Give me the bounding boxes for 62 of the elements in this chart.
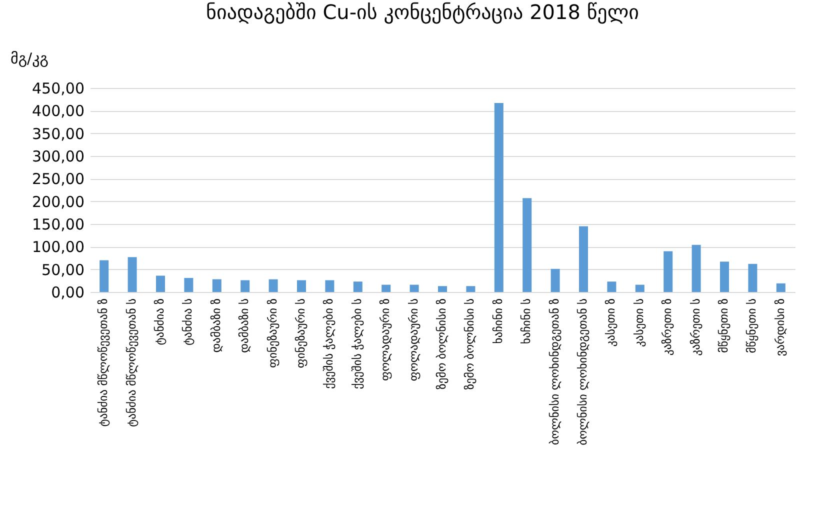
bar: [100, 260, 109, 292]
bar: [720, 262, 729, 292]
y-tick-label: 300,00: [32, 148, 84, 166]
bar: [382, 284, 391, 292]
bar: [522, 198, 532, 292]
y-tick-label: 0,00: [51, 284, 84, 302]
x-tick-label: დამბაზი ზ: [208, 298, 223, 353]
x-tick-label: კაზრეთი ზ: [660, 298, 674, 356]
y-tick-label: 150,00: [32, 216, 84, 234]
bar: [550, 268, 560, 292]
bar: [156, 276, 165, 292]
x-tick-label: ვარდისი ზ: [772, 298, 787, 356]
x-tick-label: ხაჩინი ს: [519, 298, 534, 344]
bar: [184, 278, 194, 292]
bar: [692, 244, 701, 292]
x-tick-label: ფოლადაური ზ: [378, 298, 392, 381]
bar: [494, 102, 504, 292]
y-tick-label: 450,00: [32, 80, 84, 98]
x-tick-label: ტანძია მწლოწევეთან ს: [124, 298, 138, 427]
x-tick-label: მწყნეთი ზ: [716, 298, 730, 353]
bar: [353, 282, 362, 292]
bar: [212, 279, 222, 292]
bar: [297, 280, 306, 292]
y-tick-label: 100,00: [32, 238, 84, 256]
bar: [748, 264, 758, 292]
bar: [607, 282, 616, 292]
y-tick-label: 200,00: [32, 192, 84, 211]
bar: [664, 251, 673, 292]
x-tick-label: ქვეშის ჭალები ს: [350, 298, 364, 390]
x-tick-label: ტანძია ზ: [152, 298, 166, 346]
x-tick-label: მწყნეთი ს: [744, 298, 759, 354]
x-tick-label: ფინეზაური ს: [294, 298, 308, 368]
x-tick-label: კასეთი ზ: [604, 298, 618, 347]
x-tick-label: კასეთი ს: [632, 298, 646, 347]
chart-title: ნიადაგებში Cu-ის კონცენტრაცია 2018 წელი: [206, 0, 639, 24]
x-tick-label: ხაჩინი ზ: [490, 298, 505, 344]
x-tick-label: ბოლნისი ლოხინდგეთან ს: [576, 298, 590, 446]
x-tick-label: ქვეშის ჭალები ზ: [322, 298, 336, 389]
bar: [325, 280, 334, 292]
x-tick-label: დამბაზი ს: [237, 298, 252, 353]
bar: [128, 257, 137, 292]
bar: [410, 284, 419, 292]
bar: [438, 286, 447, 292]
x-tick-label: ტანძია ს: [180, 298, 195, 346]
x-tick-label: ფინეზაური ზ: [265, 298, 280, 368]
bar: [776, 283, 786, 292]
y-tick-label: 350,00: [32, 124, 84, 143]
y-tick-label: 250,00: [32, 170, 84, 188]
x-tick-label: ზემო ბოლნისი ს: [462, 298, 477, 390]
bar: [466, 286, 476, 292]
bar: [240, 280, 250, 292]
y-axis-title: მგ/კგ: [10, 50, 49, 68]
bar: [635, 284, 644, 292]
x-tick-label: ტანძია მწლოწევეთან ზ: [96, 298, 110, 427]
bar: [268, 279, 278, 292]
bar: [579, 226, 588, 292]
x-tick-label: ფოლადაური ს: [406, 298, 420, 382]
x-tick-label: ზემო ბოლნისი ზ: [434, 298, 448, 390]
x-tick-label: კაზრეთი ს: [688, 298, 702, 356]
y-tick-label: 50,00: [42, 260, 84, 279]
x-tick-label: ბოლნისი ლოხინდგეთან ზ: [547, 298, 562, 445]
y-tick-label: 400,00: [32, 102, 84, 120]
